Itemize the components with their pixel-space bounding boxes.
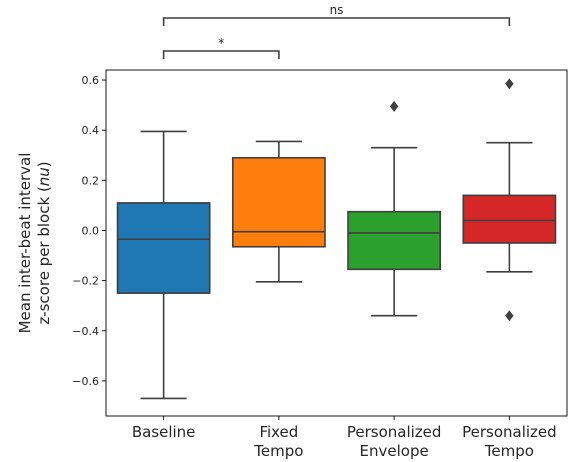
- x-tick-label: Personalized Tempo: [462, 423, 557, 460]
- x-tick-label-line: Baseline: [132, 423, 196, 441]
- outlier-marker: [505, 310, 514, 322]
- y-tick-label: 0.2: [82, 174, 100, 187]
- x-tick-label: Fixed Tempo: [253, 423, 303, 460]
- y-tick-label: 0.0: [82, 224, 100, 237]
- y-axis-label-line: Mean inter-beat interval: [16, 153, 34, 334]
- x-tick-label-line: Envelope: [360, 442, 429, 460]
- y-tick-label: −0.6: [72, 375, 99, 388]
- box: [462, 194, 557, 244]
- x-tick-label-line: Tempo: [253, 442, 303, 460]
- x-tick-label-line: Fixed: [259, 423, 298, 441]
- significance-bracket: [162, 50, 280, 59]
- x-tick-label-line: Personalized: [347, 423, 442, 441]
- significance-label: ns: [330, 3, 344, 17]
- y-tick-label: 0.6: [82, 74, 100, 87]
- box-group: [231, 140, 326, 283]
- x-tick-label-line: Personalized: [462, 423, 557, 441]
- significance-bracket: [162, 17, 511, 26]
- x-tick-label: Baseline: [132, 423, 196, 441]
- significance-label: *: [218, 36, 224, 50]
- box-group: [462, 78, 557, 322]
- x-tick-label-line: Tempo: [484, 442, 534, 460]
- outlier-marker: [389, 100, 399, 112]
- x-tick-label: Personalized Envelope: [347, 423, 442, 460]
- y-axis-label-line: z-score per block (nu): [35, 161, 53, 324]
- box: [116, 202, 211, 294]
- box: [347, 210, 442, 271]
- y-tick-label: 0.4: [82, 124, 100, 137]
- y-axis-label: Mean inter-beat intervalz-score per bloc…: [16, 153, 53, 334]
- outlier-marker: [505, 78, 514, 90]
- box: [231, 156, 326, 248]
- y-tick-label: −0.2: [72, 275, 99, 288]
- axes-frame: [105, 69, 568, 417]
- box-group: [116, 130, 211, 400]
- y-tick-label: −0.4: [72, 325, 99, 338]
- box-group: [347, 100, 442, 317]
